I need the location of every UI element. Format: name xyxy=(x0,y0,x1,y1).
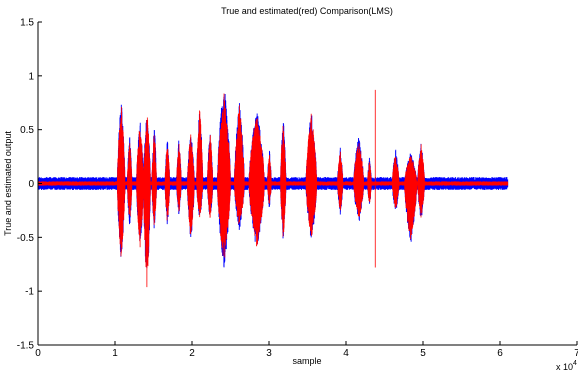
x-tick-label: 3 xyxy=(266,348,272,359)
x-exponent-base: x 10 xyxy=(556,362,573,372)
y-tick-label: 1 xyxy=(28,71,34,82)
x-tick-label: 0 xyxy=(35,348,41,359)
y-tick-label: 0 xyxy=(28,179,34,190)
x-ticks: 0 1 2 3 4 5 6 7 xyxy=(35,341,578,359)
y-tick-label: -0.5 xyxy=(17,233,35,244)
x-axis-title: sample xyxy=(292,356,321,366)
y-tick-label: -1.5 xyxy=(17,341,35,352)
x-tick-label: 6 xyxy=(497,348,503,359)
x-tick-label: 4 xyxy=(343,348,349,359)
series-line-estimated xyxy=(37,89,509,288)
x-tick-label: 1 xyxy=(112,348,118,359)
x-exponent-label: x 104 xyxy=(556,360,577,372)
series-layer xyxy=(37,89,509,288)
chart-title: True and estimated(red) Comparison(LMS) xyxy=(221,6,393,16)
x-tick-label: 5 xyxy=(420,348,426,359)
y-tick-label: 0.5 xyxy=(20,125,34,136)
x-tick-label: 7 xyxy=(574,348,578,359)
y-axis-title: True and estimated output xyxy=(3,131,13,236)
x-tick-label: 2 xyxy=(189,348,195,359)
y-tick-label: -1 xyxy=(25,287,34,298)
x-exponent-power: 4 xyxy=(573,360,577,367)
y-ticks: -1.5 -1 -0.5 0 0.5 1 1.5 xyxy=(17,18,42,352)
y-tick-label: 1.5 xyxy=(20,18,34,29)
series-line-true xyxy=(37,94,509,268)
